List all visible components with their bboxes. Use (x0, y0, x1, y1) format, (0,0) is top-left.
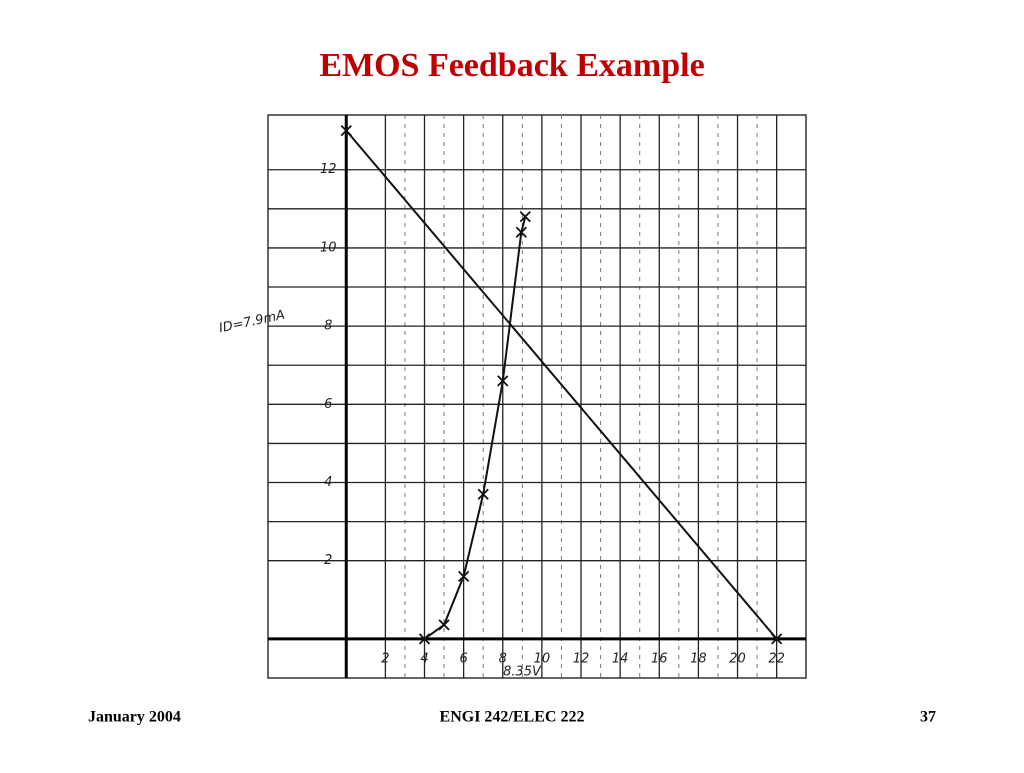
x-tick-label: 10 (534, 651, 551, 666)
point-marker (340, 125, 352, 137)
vds-note: 8.35V (503, 665, 542, 680)
x-tick-label: 12 (573, 651, 590, 666)
slide-title: EMOS Feedback Example (319, 47, 704, 84)
footer-date: January 2004 (88, 709, 181, 726)
point-marker (519, 211, 531, 223)
x-tick-label: 4 (420, 651, 428, 666)
graph-paper (267, 114, 807, 679)
x-tick-label: 22 (768, 651, 785, 666)
drain-current-note: ID=7.9mA (218, 308, 287, 337)
data-line (345, 129, 778, 640)
x-tick-label: 6 (459, 651, 467, 666)
point-marker (477, 488, 489, 500)
y-tick-label: 8 (324, 319, 332, 334)
x-tick-label: 18 (690, 651, 707, 666)
footer-page: 37 (920, 709, 936, 726)
point-marker (418, 633, 431, 645)
point-marker (438, 619, 450, 631)
y-tick-label: 4 (324, 475, 332, 490)
y-tick-label: 12 (320, 162, 337, 177)
y-tick-label: 2 (324, 553, 332, 568)
x-tick-label: 8 (499, 651, 507, 666)
x-tick-label: 20 (729, 651, 746, 666)
data-line (423, 216, 527, 640)
x-tick-label: 2 (381, 651, 389, 666)
point-marker (515, 226, 527, 238)
y-tick-label: 10 (320, 240, 337, 255)
x-tick-label: 14 (612, 651, 629, 666)
point-marker (771, 633, 783, 645)
point-marker (457, 570, 470, 582)
y-tick-label: 6 (324, 397, 332, 412)
footer-course: ENGI 242/ELEC 222 (440, 709, 585, 726)
x-tick-label: 16 (651, 651, 668, 666)
point-marker (497, 375, 509, 387)
